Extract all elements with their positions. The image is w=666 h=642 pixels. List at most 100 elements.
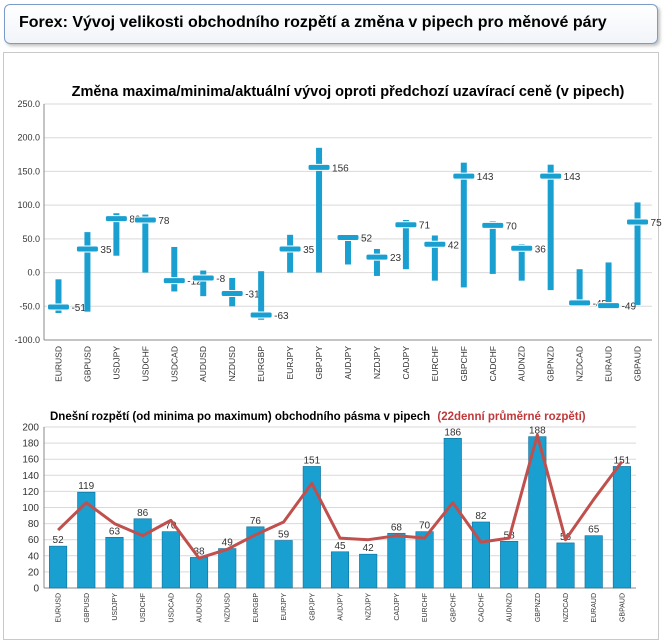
- x-tick-label: USDCAD: [168, 593, 175, 623]
- y-tick-label: 200.0: [17, 133, 40, 143]
- data-label: -12: [187, 277, 202, 288]
- x-tick-label: USDCHF: [140, 346, 150, 381]
- range-bar: [359, 553, 378, 589]
- data-label: -51: [71, 303, 86, 314]
- current-marker: [597, 302, 621, 310]
- x-tick-label: AUDJPY: [338, 593, 345, 621]
- data-label: 52: [53, 535, 65, 546]
- range-bar: [133, 518, 152, 589]
- current-marker: [568, 299, 592, 307]
- data-label: 71: [419, 221, 431, 232]
- range-bar: [373, 248, 380, 276]
- data-label: 119: [78, 481, 94, 492]
- y-tick-label: 50.0: [22, 234, 40, 244]
- range-bar: [556, 542, 575, 589]
- x-tick-label: EURCHF: [422, 593, 429, 622]
- x-tick-label: USDCHF: [140, 593, 147, 622]
- x-tick-label: AUDNZD: [517, 346, 527, 381]
- y-tick-label: 20: [28, 567, 40, 578]
- current-marker: [423, 240, 447, 248]
- chart2-title: Dnešní rozpětí (od minima po maximum) ob…: [50, 411, 586, 423]
- x-tick-label: AUDNZD: [507, 593, 514, 622]
- current-marker: [510, 244, 534, 252]
- x-tick-label: AUDUSD: [197, 593, 204, 623]
- data-label: 59: [278, 530, 290, 541]
- data-label: 45: [334, 541, 346, 552]
- current-marker: [307, 163, 331, 171]
- x-tick-label: NZDUSD: [225, 593, 232, 622]
- current-marker: [249, 311, 273, 319]
- x-tick-label: EURUSD: [56, 593, 63, 623]
- range-bar: [302, 466, 321, 589]
- range-bar: [77, 491, 96, 589]
- x-tick-label: USDJPY: [111, 346, 121, 380]
- data-label: 52: [361, 234, 373, 245]
- chart1-title: Změna maxima/minima/aktuální vývoj oprot…: [72, 84, 625, 100]
- range-bar: [576, 269, 583, 305]
- range-bar: [105, 536, 124, 589]
- y-tick-label: -100.0: [14, 335, 40, 345]
- x-tick-label: GBPAUD: [633, 346, 643, 381]
- x-tick-label: EURAUD: [591, 593, 598, 623]
- data-label: -31: [245, 289, 260, 300]
- data-label: 49: [222, 538, 234, 549]
- data-label: 151: [303, 455, 320, 466]
- y-tick-label: 60: [28, 535, 40, 546]
- x-tick-label: GBPNZD: [546, 346, 556, 381]
- x-tick-label: NZDJPY: [372, 346, 382, 379]
- average-range-line: [57, 433, 624, 560]
- data-label: 35: [303, 245, 315, 256]
- y-tick-label: 40: [28, 551, 40, 562]
- data-label: 186: [444, 427, 461, 438]
- data-label: -49: [622, 302, 637, 313]
- current-marker: [162, 277, 186, 285]
- range-bar: [84, 232, 91, 312]
- current-marker: [104, 215, 128, 223]
- range-bar: [171, 246, 178, 292]
- x-tick-label: GBPJPY: [309, 593, 316, 621]
- data-label: 36: [535, 244, 547, 255]
- range-bar: [415, 531, 434, 589]
- range-bar: [584, 535, 603, 589]
- range-bar: [330, 551, 350, 589]
- range-bar: [345, 237, 351, 265]
- data-label: 188: [529, 426, 546, 437]
- y-tick-label: 250.0: [17, 99, 40, 109]
- current-marker: [133, 216, 157, 224]
- x-tick-label: EURCHF: [430, 346, 440, 381]
- y-tick-label: 200: [22, 423, 39, 434]
- x-tick-label: USDCAD: [169, 346, 179, 382]
- range-bar: [49, 545, 68, 589]
- data-label: 76: [250, 516, 262, 527]
- x-tick-label: NZDUSD: [227, 346, 237, 381]
- chart2-title-main: Dnešní rozpětí (od minima po maximum) ob…: [50, 411, 430, 423]
- page-title: Forex: Vývoj velikosti obchodního rozpět…: [19, 14, 607, 31]
- current-marker: [539, 172, 563, 180]
- data-label: 75: [651, 218, 663, 229]
- x-tick-label: GBPUSD: [82, 346, 92, 382]
- x-tick-label: GBPUSD: [84, 593, 91, 623]
- x-tick-label: GBPAUD: [619, 593, 626, 622]
- data-label: 143: [564, 172, 581, 183]
- chart-frame: [3, 52, 659, 640]
- range-bar: [55, 279, 62, 314]
- x-tick-label: EURGBP: [253, 593, 260, 623]
- data-label: 86: [137, 508, 149, 519]
- range-bar: [190, 557, 209, 589]
- x-tick-label: NZDJPY: [366, 593, 373, 621]
- data-label: 82: [475, 511, 487, 522]
- data-label: 68: [391, 522, 403, 533]
- range-bar: [387, 532, 406, 589]
- y-tick-label: 0: [33, 584, 39, 595]
- current-marker: [336, 234, 360, 242]
- data-label: 70: [165, 521, 177, 532]
- x-tick-label: GBPCHF: [459, 346, 469, 381]
- range-bar: [431, 235, 438, 281]
- range-bar: [200, 270, 207, 297]
- range-bar: [489, 221, 496, 274]
- y-tick-label: 160: [22, 455, 39, 466]
- x-tick-label: EURAUD: [604, 346, 614, 382]
- range-bar: [460, 162, 467, 288]
